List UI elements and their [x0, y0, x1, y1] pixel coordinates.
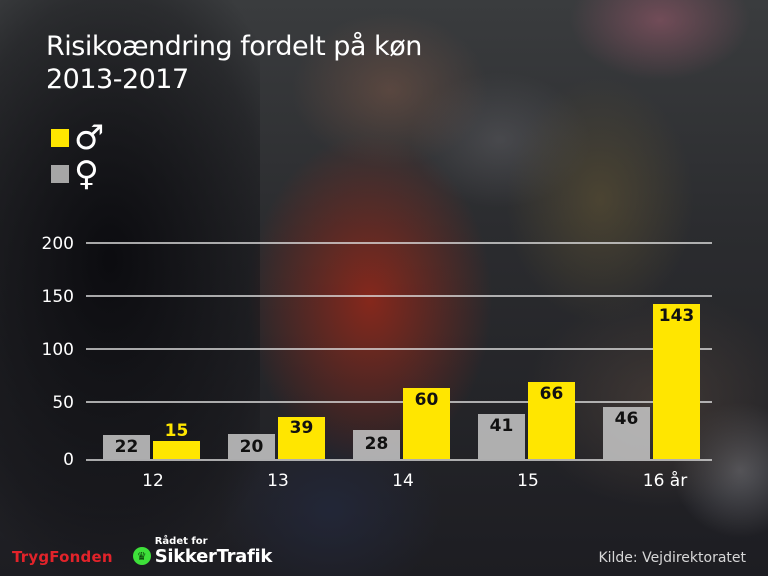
bar-value: 20	[239, 437, 264, 457]
y-tick-150: 150	[41, 287, 74, 307]
footer-logos: TrygFonden ♛ Rådet for SikkerTrafik	[12, 536, 272, 566]
chart-title-line1: Risikoændring fordelt på køn	[46, 31, 422, 62]
bar-male-14: 60	[403, 388, 450, 459]
sikker-trafik-big: SikkerTrafik	[154, 546, 273, 567]
bar-value: 60	[414, 390, 439, 410]
male-symbol-icon: ♂	[74, 118, 105, 158]
y-tick-200: 200	[41, 234, 74, 254]
x-label-16: 16 år	[642, 471, 688, 491]
x-label-15: 15	[517, 471, 539, 491]
gridline-50	[86, 401, 712, 403]
bar-male-12: 15	[153, 422, 200, 459]
bar-value: 143	[658, 306, 695, 326]
bar-value: 41	[489, 416, 514, 436]
x-label-12: 12	[142, 471, 164, 491]
legend-item-male: ♂	[51, 120, 104, 156]
bar-female-12: 22	[103, 435, 150, 459]
gridline-100	[86, 348, 712, 350]
chart-title-line2: 2013-2017	[46, 64, 189, 95]
bar-value: 39	[289, 418, 314, 438]
bar-value: 66	[539, 384, 564, 404]
gridline-200	[86, 242, 712, 244]
bar-value: 15	[164, 421, 189, 441]
sikker-trafik-logo: ♛ Rådet for SikkerTrafik	[132, 536, 273, 567]
y-tick-100: 100	[41, 340, 74, 360]
background-shadow	[0, 0, 260, 576]
chart-title: Risikoændring fordelt på køn 2013-2017	[46, 30, 422, 96]
sikker-trafik-small: Rådet for	[154, 536, 208, 547]
bar-female-15: 41	[478, 414, 525, 459]
bar-value: 46	[614, 409, 639, 429]
legend: ♂ ♀	[51, 120, 104, 192]
bar-female-16: 46	[603, 407, 650, 459]
bar-female-13: 20	[228, 434, 275, 459]
bar-male-13: 39	[278, 417, 325, 459]
bar-male-16: 143	[653, 304, 700, 459]
bar-value: 28	[364, 434, 389, 454]
female-symbol-icon: ♀	[74, 154, 99, 194]
y-tick-50: 50	[52, 393, 74, 413]
crown-icon: ♛	[132, 547, 151, 565]
bar-value: 22	[114, 437, 139, 457]
gridline-150	[86, 295, 712, 297]
bar-female-14: 28	[353, 430, 400, 459]
gridline-0	[86, 459, 712, 461]
y-tick-0: 0	[63, 450, 74, 470]
bar-male-15: 66	[528, 382, 575, 459]
legend-item-female: ♀	[51, 156, 104, 192]
legend-swatch-male	[51, 129, 69, 147]
trygfonden-logo: TrygFonden	[12, 548, 113, 566]
legend-swatch-female	[51, 165, 69, 183]
x-label-14: 14	[392, 471, 414, 491]
x-label-13: 13	[267, 471, 289, 491]
source-note: Kilde: Vejdirektoratet	[598, 550, 746, 566]
